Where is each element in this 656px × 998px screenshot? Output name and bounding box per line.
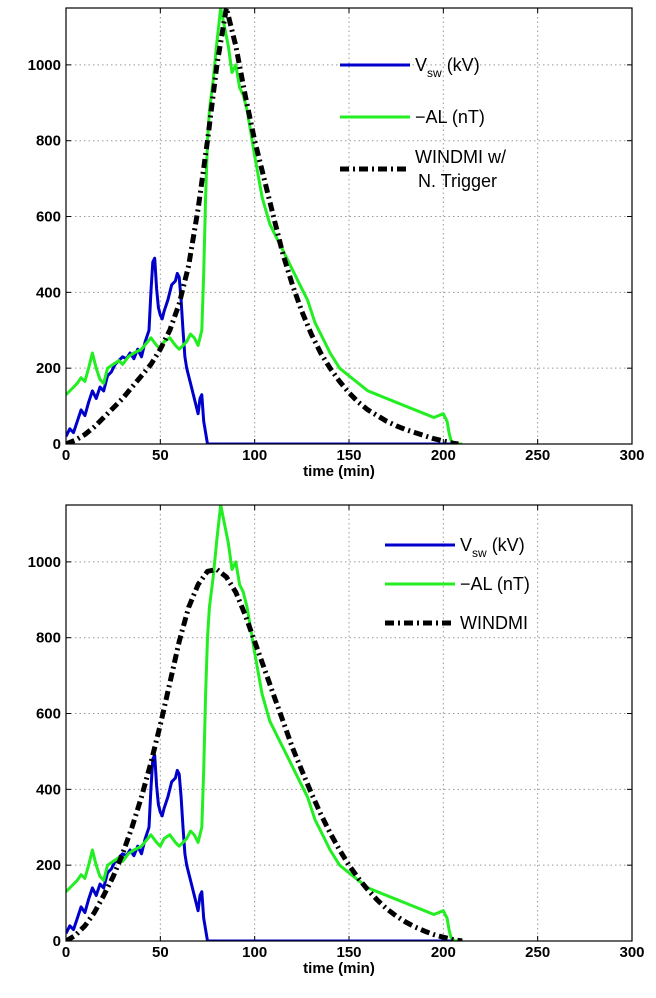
legend-label-3: WINDMI [460, 613, 528, 633]
y-tick-label: 0 [53, 436, 61, 453]
series-line-1 [66, 256, 463, 444]
x-tick-label: 200 [431, 447, 456, 464]
top-chart: 0 50 100 150 200 250 300 0 200 400 600 800 1000 time … [28, 7, 645, 480]
series-line-3 [66, 8, 459, 444]
x-tick-label: 0 [62, 944, 70, 961]
y-tick-label: 800 [36, 133, 61, 150]
x-tick-label: 300 [619, 447, 644, 464]
plot-area [66, 505, 463, 941]
legend-label-2: −AL (nT) [460, 574, 530, 594]
y-tick-label: 200 [36, 360, 61, 377]
x-axis-label: time (min) [303, 463, 375, 480]
legend: Vsw (kV) −AL (nT) WINDMI w/N. Trigger [340, 55, 506, 191]
grid [66, 505, 632, 941]
y-tick-label: 600 [36, 706, 61, 723]
series-line-2 [66, 8, 463, 444]
legend-label-main: V [415, 55, 427, 75]
x-tick-label: 0 [62, 447, 70, 464]
x-tick-label: 250 [525, 447, 550, 464]
y-tick-label: 1000 [28, 57, 61, 74]
series-line-1 [66, 753, 463, 941]
y-tick-label: 1000 [28, 554, 61, 571]
legend-label-2: −AL (nT) [415, 107, 485, 127]
legend-label-suffix: (kV) [442, 55, 480, 75]
x-tick-label: 100 [242, 944, 267, 961]
axes-frame [65, 504, 633, 942]
series-line-2 [66, 505, 463, 941]
y-tick-label: 800 [36, 630, 61, 647]
x-axis-label: time (min) [303, 960, 375, 977]
x-tick-label: 250 [525, 944, 550, 961]
legend-label-suffix: (kV) [487, 535, 525, 555]
x-tick-label: 50 [152, 944, 169, 961]
y-tick-label: 200 [36, 857, 61, 874]
plot-area [66, 8, 463, 444]
grid [66, 8, 632, 444]
legend: Vsw (kV) −AL (nT) WINDMI [385, 535, 530, 633]
legend-label-1: Vsw (kV) [460, 535, 525, 560]
x-tick-label: 50 [152, 447, 169, 464]
legend-label-subscript: sw [472, 546, 487, 560]
y-tick-label: 0 [53, 933, 61, 950]
series-line-3 [66, 567, 463, 941]
y-tick-label: 400 [36, 781, 61, 798]
y-tick-label: 600 [36, 209, 61, 226]
legend-label-3: WINDMI w/ [415, 147, 506, 167]
legend-label-main: V [460, 535, 472, 555]
bottom-chart: 0 50 100 150 200 250 300 0 200 400 600 800 1000 time … [28, 504, 645, 977]
legend-label-subscript: sw [427, 66, 442, 80]
x-tick-label: 300 [619, 944, 644, 961]
y-tick-label: 400 [36, 284, 61, 301]
legend-label-1: Vsw (kV) [415, 55, 480, 80]
x-tick-label: 100 [242, 447, 267, 464]
x-tick-label: 200 [431, 944, 456, 961]
x-tick-label: 150 [336, 944, 361, 961]
x-tick-label: 150 [336, 447, 361, 464]
legend-label-3-line2: N. Trigger [418, 171, 497, 191]
axes-frame [65, 7, 633, 445]
